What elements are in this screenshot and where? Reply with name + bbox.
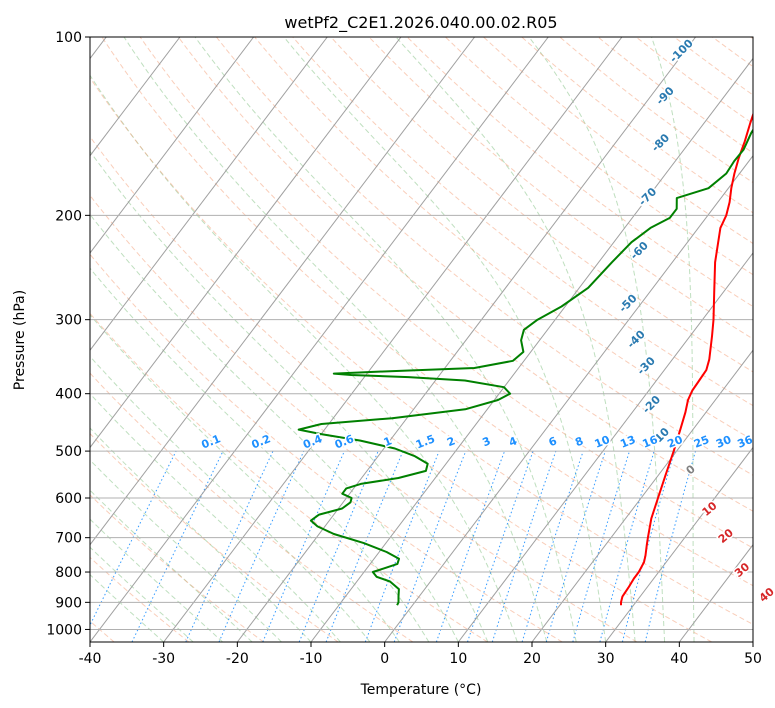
moist-adiabat-line: [651, 37, 695, 642]
y-tick-label: 600: [55, 491, 82, 507]
mixing-ratio-line: [435, 450, 506, 642]
isotherm-line: [90, 37, 476, 546]
dry-adiabat-line: [177, 37, 753, 512]
dry-adiabat-line: [445, 37, 753, 276]
isotherm-line: [90, 37, 402, 449]
isotherm-line: [236, 37, 697, 642]
isotherm-line: [384, 154, 753, 642]
isotherm-line: [310, 57, 753, 642]
moist-adiabat-line: [283, 37, 607, 642]
mixing-ratio-line: [90, 450, 177, 627]
mixing-ratio-line: [467, 450, 534, 642]
y-tick-label: 400: [55, 387, 82, 403]
mixing-ratio-line: [262, 450, 345, 642]
y-tick-label: 800: [55, 565, 82, 581]
dry-adiabat-line: [139, 37, 753, 549]
dry-adiabat-line: [559, 37, 753, 184]
moist-adiabat-line: [90, 150, 489, 642]
y-tick-label: 900: [55, 595, 82, 611]
x-tick-label: 40: [670, 651, 688, 667]
plot-frame: [89, 36, 754, 643]
dewpoint-line: [297, 128, 753, 606]
isotherm-line: [90, 37, 255, 254]
dry-adiabat-line: [90, 372, 414, 642]
mixing-ratio-line: [621, 450, 676, 642]
mixing-ratio-line: [131, 450, 224, 642]
dry-adiabat-lines: [90, 37, 753, 642]
moist-adiabat-line: [528, 37, 666, 642]
isotherm-line: [457, 252, 753, 642]
moist-adiabat-line: [194, 37, 577, 642]
dry-adiabat-line: [90, 253, 563, 642]
dry-adiabat-line: [368, 37, 753, 340]
mixing-ratio-line: [599, 450, 655, 642]
moist-adiabat-line: [90, 393, 341, 642]
y-axis-label: Pressure (hPa): [12, 290, 28, 390]
mixing-ratio-line: [644, 450, 696, 642]
y-tick-label: 500: [55, 444, 82, 460]
x-tick-label: 0: [380, 651, 389, 667]
x-tick-label: 30: [597, 651, 615, 667]
x-tick-label: -20: [226, 651, 249, 667]
dry-adiabat-line: [254, 37, 753, 441]
y-tick-label: 100: [55, 30, 82, 46]
mixing-ratio-line: [218, 450, 305, 642]
dry-adiabat-line: [483, 37, 753, 245]
x-tick-label: -40: [79, 651, 102, 667]
y-tick-label: 700: [55, 531, 82, 547]
dry-adiabat-line: [101, 37, 753, 587]
x-axis-ticks: -40 -30 -20 -10 0 10 20 30 40 50: [79, 642, 762, 667]
moist-adiabat-line: [395, 37, 636, 642]
x-tick-label: 10: [449, 651, 467, 667]
moist-adiabat-line: [90, 213, 459, 642]
y-tick-label: 300: [55, 313, 82, 329]
isobar-gridlines: [90, 37, 753, 630]
isotherm-line: [90, 37, 181, 157]
x-tick-label: 50: [744, 651, 762, 667]
moist-adiabat-line: [90, 267, 430, 642]
isotherm-lines: [90, 37, 753, 642]
dry-adiabat-line: [330, 37, 753, 373]
temperature-line: [620, 111, 753, 606]
isotherm-line: [163, 37, 623, 642]
isotherm-line: [90, 37, 328, 352]
moist-adiabat-line: [90, 74, 518, 642]
mixing-ratio-line: [572, 450, 630, 642]
dry-adiabat-line: [406, 37, 753, 308]
x-tick-label: 20: [523, 651, 541, 667]
x-tick-label: -10: [300, 651, 323, 667]
moist-adiabat-line: [90, 459, 282, 642]
mixing-ratio-line: [521, 450, 584, 642]
y-tick-label: 1000: [46, 622, 82, 638]
plot-area: [90, 37, 753, 642]
isotherm-line: [605, 446, 753, 642]
chart-title: wetPf2_C2E1.2026.040.00.02.R05: [284, 13, 557, 33]
dry-adiabat-line: [90, 194, 638, 642]
moist-adiabat-line: [90, 314, 400, 642]
y-tick-label: 200: [55, 208, 82, 224]
mixing-ratio-line: [491, 450, 557, 642]
isotherm-line: [90, 37, 549, 642]
y-axis-ticks: 100 200 300 400 500 600 700 800 900 1000: [46, 30, 90, 638]
x-axis-label: Temperature (°C): [360, 682, 482, 698]
isotherm-line: [531, 349, 753, 642]
x-tick-label: -30: [152, 651, 175, 667]
mixing-ratio-line: [185, 450, 274, 642]
sounding-series: [297, 111, 753, 606]
